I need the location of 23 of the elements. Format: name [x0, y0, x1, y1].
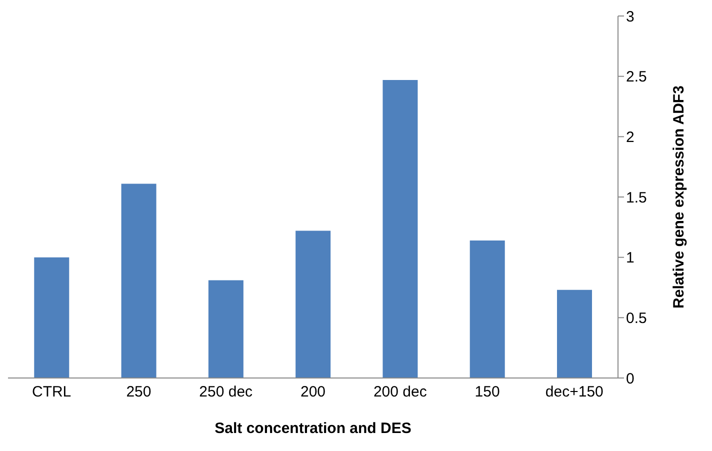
y-tick-label: 2.5 — [626, 68, 647, 86]
x-tick-label: 200 dec — [373, 384, 428, 401]
bar — [121, 184, 156, 378]
bar — [382, 80, 418, 378]
y-tick-label: 0.5 — [626, 310, 647, 327]
x-tick-label: 150 — [474, 384, 500, 401]
y-tick-label: 2 — [626, 128, 634, 146]
y-tick-label: 3 — [626, 8, 634, 26]
bar — [34, 257, 70, 378]
bar — [208, 280, 244, 378]
bar — [470, 240, 505, 378]
y-tick-label: 0 — [626, 370, 634, 388]
bar — [296, 230, 331, 378]
y-tick-label: 1.5 — [626, 189, 647, 206]
x-axis-title: Salt concentration and DES — [214, 420, 412, 437]
x-tick-label: dec+150 — [545, 384, 604, 401]
x-tick-label: CTRL — [32, 384, 72, 401]
y-tick-label: 1 — [626, 250, 634, 267]
x-tick-label: 200 — [300, 384, 326, 401]
x-tick-label: 250 dec — [199, 384, 254, 401]
x-tick-label: 250 — [126, 384, 152, 401]
bar — [557, 290, 592, 378]
y-axis-title: Relative gene expression ADF3 — [670, 86, 688, 308]
